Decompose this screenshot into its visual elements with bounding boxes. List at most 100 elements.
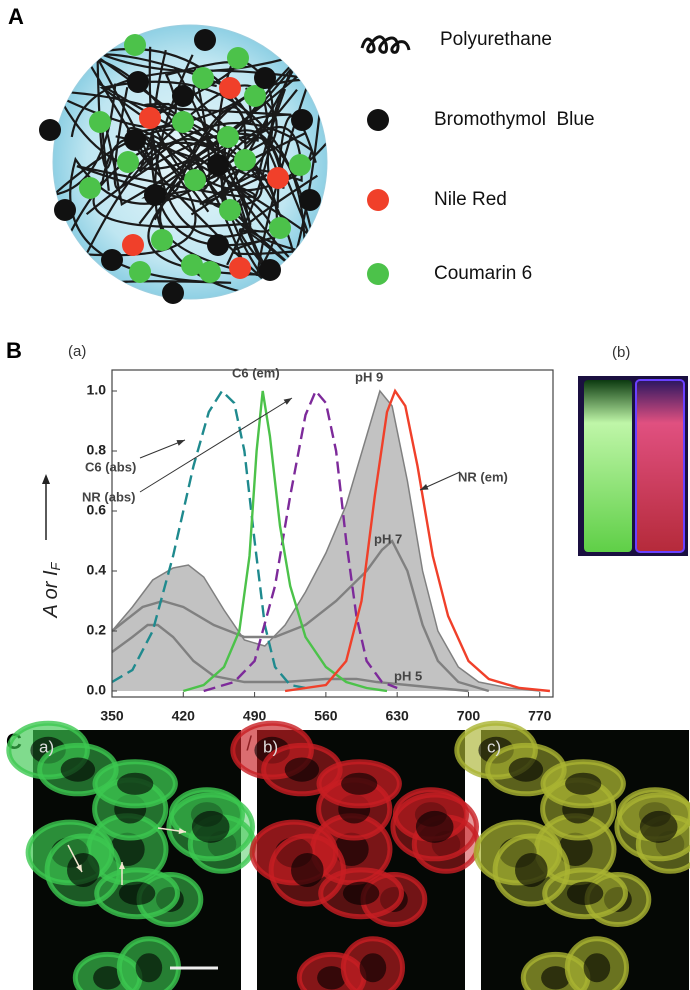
dye-dot xyxy=(124,34,146,56)
nucleus xyxy=(583,953,611,983)
dye-dot xyxy=(291,109,313,131)
dye-dot xyxy=(139,107,161,129)
nucleus xyxy=(342,881,380,905)
y-tick-label: 1.0 xyxy=(87,382,107,398)
panel-label: A xyxy=(8,4,24,29)
x-tick-label: 350 xyxy=(100,708,124,724)
spectra-chart: (a) 0.0 0.2 0.4 0.6 0.8 1.0 350 420 490 560 630 700 7… xyxy=(40,343,554,755)
dye-dot xyxy=(299,189,321,211)
legend-label: Bromothymol Blue xyxy=(434,109,595,130)
line xyxy=(111,623,469,693)
area xyxy=(112,391,540,691)
legend-label: Nile Red xyxy=(434,189,507,210)
dye-dot xyxy=(199,261,221,283)
legend-label: Coumarin 6 xyxy=(434,263,532,284)
dye-dot xyxy=(219,77,241,99)
dye-dot xyxy=(267,167,289,189)
pointer-head xyxy=(420,483,429,490)
micrograph-label: c) xyxy=(487,737,501,756)
line xyxy=(284,388,551,693)
nucleus xyxy=(60,757,96,782)
panel-label: B xyxy=(6,338,22,363)
pointer xyxy=(139,397,293,493)
dye-dot xyxy=(269,217,291,239)
nucleus xyxy=(415,810,454,843)
nucleus xyxy=(341,772,378,795)
pointer-head xyxy=(283,398,292,405)
chart-subtitle: (a) xyxy=(68,343,86,360)
nucleus xyxy=(317,966,347,990)
line xyxy=(111,389,306,690)
pointer xyxy=(139,439,186,459)
dye-dot xyxy=(122,234,144,256)
y-axis-label-main: A or I xyxy=(40,570,62,618)
micrographs: a) b) c) xyxy=(6,720,690,990)
nucleus xyxy=(135,953,163,983)
dye-dot xyxy=(244,85,266,107)
y-tick-label: 0.0 xyxy=(87,682,107,698)
y-tick-label: 0.4 xyxy=(87,562,107,578)
nucleus xyxy=(541,966,571,990)
dye-dot xyxy=(39,119,61,141)
dye-dot xyxy=(54,199,76,221)
vial-red xyxy=(635,379,685,553)
series-label: pH 5 xyxy=(394,668,422,683)
dye-dot xyxy=(207,154,229,176)
dye-dot xyxy=(194,29,216,51)
dye-dots xyxy=(39,29,321,304)
polymer-chain xyxy=(222,34,317,209)
dye-dot xyxy=(101,249,123,271)
dye-dot xyxy=(172,111,194,133)
pointer-head xyxy=(176,440,185,446)
series-label: NR (em) xyxy=(458,469,508,484)
series-label: C6 (abs) xyxy=(85,459,136,474)
line xyxy=(111,389,540,692)
x-tick-label: 490 xyxy=(243,708,267,724)
dye-dot xyxy=(219,199,241,221)
plot-frame xyxy=(111,369,554,698)
x-tick-label: 420 xyxy=(172,708,196,724)
polymer-chain xyxy=(113,84,269,190)
x-tick-label: 630 xyxy=(385,708,409,724)
polymer-chain xyxy=(89,48,285,225)
legend-icon xyxy=(367,109,389,131)
series-label: pH 9 xyxy=(355,369,383,384)
legend-icon xyxy=(360,35,411,54)
dye-dot xyxy=(259,259,281,281)
dye-dot xyxy=(207,234,229,256)
y-tick-label: 0.6 xyxy=(87,502,107,518)
y-axis-label-sub: F xyxy=(48,561,63,570)
x-tick-label: 560 xyxy=(314,708,338,724)
polymer-chain xyxy=(126,54,327,299)
polymer-chain xyxy=(192,83,303,222)
series-label: C6 (em) xyxy=(232,365,280,380)
x-tick-label: 770 xyxy=(528,708,552,724)
line xyxy=(111,539,490,693)
nucleus xyxy=(565,772,602,795)
nucleus xyxy=(284,757,320,782)
nucleus xyxy=(515,853,548,887)
axis-arrow-head xyxy=(42,474,50,484)
nucleus xyxy=(291,853,324,887)
nucleus xyxy=(93,966,123,990)
dye-dot xyxy=(234,149,256,171)
dye-dot xyxy=(162,282,184,304)
dye-dot xyxy=(181,254,203,276)
line xyxy=(182,390,388,693)
dye-dot xyxy=(144,184,166,206)
dye-dot xyxy=(127,71,149,93)
dye-dot xyxy=(227,47,249,69)
micrograph-label: b) xyxy=(263,737,278,756)
series-label: pH 7 xyxy=(374,531,402,546)
dye-dot xyxy=(217,126,239,148)
legend-label: Polyurethane xyxy=(440,29,552,50)
nucleus xyxy=(566,881,604,905)
dye-dot xyxy=(184,169,206,191)
dye-dot xyxy=(172,85,194,107)
legend-icon xyxy=(367,189,389,211)
dye-dot xyxy=(254,67,276,89)
nucleus xyxy=(359,953,387,983)
